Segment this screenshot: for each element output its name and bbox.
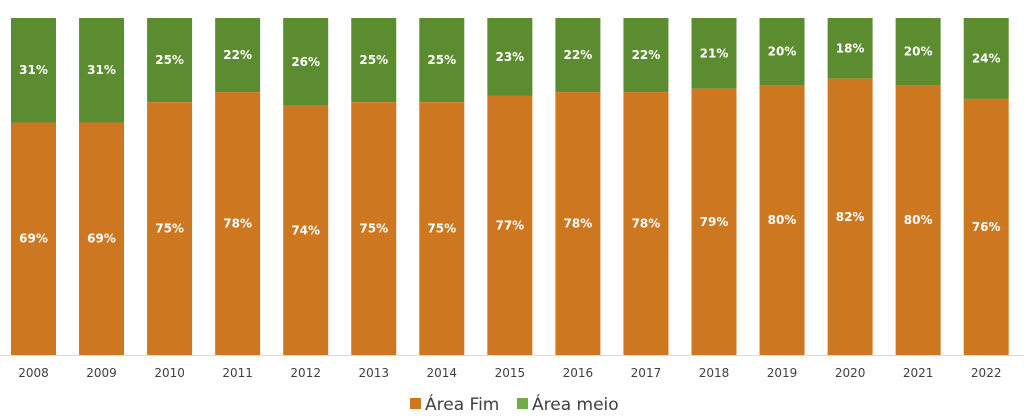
data-label-area-fim-2020: 82% <box>836 210 865 224</box>
x-tick-label-2020: 2020 <box>835 366 866 380</box>
data-label-area-meio-2010: 25% <box>155 53 184 67</box>
x-tick-label-2012: 2012 <box>290 366 321 380</box>
x-tick-label-2013: 2013 <box>358 366 389 380</box>
bar-area-meio-2019 <box>759 18 805 86</box>
data-label-area-meio-2008: 31% <box>19 63 48 77</box>
data-label-area-meio-2022: 24% <box>972 51 1001 65</box>
data-label-area-fim-2015: 77% <box>495 218 524 232</box>
bar-area-fim-2021 <box>895 85 941 356</box>
data-label-area-meio-2018: 21% <box>700 46 729 60</box>
x-tick-label-2008: 2008 <box>18 366 49 380</box>
legend: Área Fim Área meio <box>410 393 619 415</box>
data-label-area-fim-2010: 75% <box>155 222 184 236</box>
bar-area-fim-2017 <box>623 92 669 355</box>
x-tick-label-2017: 2017 <box>631 366 662 380</box>
x-tick-label-2022: 2022 <box>971 366 1002 380</box>
legend-label-area-fim: Área Fim <box>425 393 499 415</box>
data-label-area-meio-2015: 23% <box>495 50 524 64</box>
data-label-area-meio-2021: 20% <box>904 45 933 59</box>
bar-area-fim-2019 <box>759 85 805 356</box>
bars-group: 31% 69% 31% 69% 25% 75% 22% 78% 26% 74% 25% 75% 25% 7… <box>11 18 1009 356</box>
bar-area-meio-2011 <box>215 18 261 93</box>
bar-area-fim-2013 <box>351 102 397 355</box>
legend-label-area-meio: Área meio <box>532 393 619 415</box>
bar-area-meio-2014 <box>419 18 465 103</box>
data-label-area-meio-2017: 22% <box>632 48 661 62</box>
data-label-area-meio-2012: 26% <box>291 55 320 69</box>
data-label-area-fim-2011: 78% <box>223 217 252 231</box>
bar-area-meio-2022 <box>963 18 1009 99</box>
bar-area-meio-2009 <box>79 18 125 123</box>
x-tick-label-2021: 2021 <box>903 366 934 380</box>
legend-swatch-area-fim <box>410 398 421 409</box>
bar-area-meio-2010 <box>147 18 193 103</box>
bar-area-fim-2022 <box>963 98 1009 355</box>
bar-area-meio-2015 <box>487 18 533 96</box>
data-label-area-meio-2013: 25% <box>359 53 388 67</box>
data-label-area-meio-2019: 20% <box>768 45 797 59</box>
x-tick-label-2010: 2010 <box>154 366 185 380</box>
x-tick-label-2014: 2014 <box>427 366 458 380</box>
bar-area-fim-2010 <box>147 102 193 355</box>
data-label-area-meio-2011: 22% <box>223 48 252 62</box>
bar-area-meio-2016 <box>555 18 601 93</box>
x-tick-label-2018: 2018 <box>699 366 730 380</box>
data-label-area-meio-2016: 22% <box>564 48 593 62</box>
data-label-area-fim-2014: 75% <box>427 222 456 236</box>
bar-area-fim-2011 <box>215 92 261 355</box>
data-label-area-fim-2016: 78% <box>564 217 593 231</box>
bar-area-fim-2020 <box>827 78 873 355</box>
x-tick-label-2019: 2019 <box>767 366 798 380</box>
data-label-area-fim-2013: 75% <box>359 222 388 236</box>
bar-area-fim-2012 <box>283 105 329 356</box>
data-label-area-fim-2022: 76% <box>972 220 1001 234</box>
legend-swatch-area-meio <box>517 398 528 409</box>
bar-area-meio-2017 <box>623 18 669 93</box>
x-tick-label-2011: 2011 <box>222 366 253 380</box>
data-label-area-fim-2017: 78% <box>632 217 661 231</box>
bar-area-meio-2013 <box>351 18 397 103</box>
data-label-area-fim-2008: 69% <box>19 232 48 246</box>
x-tick-label-2016: 2016 <box>563 366 594 380</box>
data-label-area-fim-2019: 80% <box>768 213 797 227</box>
bar-area-fim-2015 <box>487 95 533 355</box>
x-tick-label-2015: 2015 <box>495 366 526 380</box>
bar-area-meio-2008 <box>11 18 56 123</box>
bar-area-fim-2018 <box>691 88 737 356</box>
bar-area-fim-2008 <box>11 122 56 355</box>
data-label-area-meio-2020: 18% <box>836 41 865 55</box>
data-label-area-fim-2009: 69% <box>87 232 116 246</box>
data-label-area-fim-2012: 74% <box>291 223 320 237</box>
x-tick-labels: 2008 2009 2010 2011 2012 2013 2014 2015 2016 2017… <box>18 366 1001 380</box>
data-label-area-meio-2009: 31% <box>87 63 116 77</box>
bar-area-meio-2018 <box>691 18 737 89</box>
bar-area-meio-2020 <box>827 18 873 79</box>
data-label-area-meio-2014: 25% <box>427 53 456 67</box>
data-label-area-fim-2021: 80% <box>904 213 933 227</box>
bar-area-fim-2016 <box>555 92 601 355</box>
bar-area-fim-2009 <box>79 122 125 355</box>
bar-area-meio-2012 <box>283 18 329 106</box>
bar-area-meio-2021 <box>895 18 941 86</box>
bar-area-fim-2014 <box>419 102 465 355</box>
data-label-area-fim-2018: 79% <box>700 215 729 229</box>
x-tick-label-2009: 2009 <box>86 366 117 380</box>
